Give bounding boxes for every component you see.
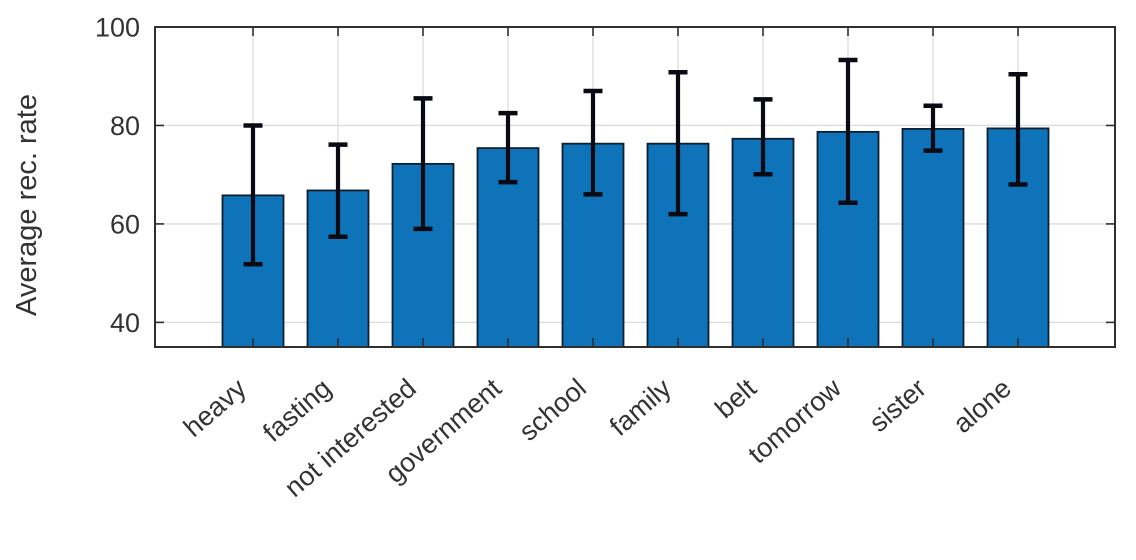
x-tick-label: tomorrow (742, 373, 847, 470)
y-tick-label: 60 (110, 209, 140, 239)
grid-layer (155, 26, 1115, 347)
x-tick-label: sister (864, 373, 932, 438)
bar (901, 128, 965, 348)
bars-layer (221, 127, 1050, 348)
error-bars-layer (243, 57, 1028, 267)
y-tick-label: 40 (110, 308, 140, 338)
x-tick-label: family (604, 373, 677, 442)
x-tick-label: heavy (178, 373, 252, 443)
y-axis-label: Average rec. rate (11, 94, 43, 316)
y-tick-label: 80 (110, 111, 140, 141)
x-tick-label: belt (709, 373, 762, 425)
x-tick-label: alone (947, 373, 1017, 439)
x-tick-label: fasting (257, 373, 337, 448)
y-tick-label: 100 (95, 13, 140, 43)
plot-border (154, 26, 1116, 348)
axis-layer (154, 26, 1116, 348)
x-tick-label: school (513, 373, 592, 447)
